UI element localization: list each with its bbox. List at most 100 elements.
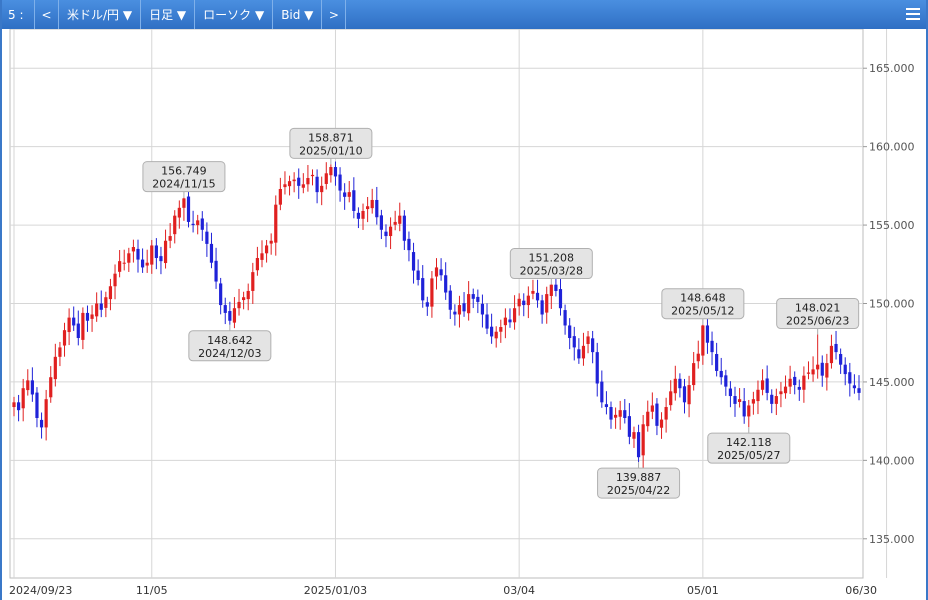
candle [122, 249, 126, 271]
candle-body [278, 188, 282, 205]
candle [843, 357, 847, 386]
candle [324, 162, 328, 190]
candle [297, 168, 301, 199]
candle [379, 209, 383, 240]
candle [480, 294, 485, 328]
x-tick-label: 03/04 [503, 584, 535, 597]
candle [641, 415, 645, 469]
candle-body [347, 192, 351, 197]
candle-body [255, 258, 259, 271]
candle [407, 231, 411, 262]
candle-body [664, 407, 668, 420]
annotation-box [289, 127, 373, 159]
candle [177, 200, 181, 229]
hamburger-menu-icon[interactable] [904, 5, 922, 23]
annotation-date: 2024/12/03 [198, 347, 261, 360]
candle [384, 224, 388, 248]
candle-body [228, 311, 232, 321]
candle-body [324, 173, 328, 184]
candle [783, 375, 788, 399]
candle [425, 296, 429, 316]
candle-body [678, 378, 682, 389]
candle-body [857, 388, 861, 393]
price-type-select[interactable]: Bid ▼ [273, 0, 323, 29]
candle-body [848, 372, 852, 384]
currency-pair-select[interactable]: 米ドル/円 ▼ [59, 0, 142, 29]
candle [545, 286, 549, 324]
candle [650, 392, 654, 420]
candle [53, 343, 57, 387]
candle-body [655, 403, 659, 426]
candle-body [490, 326, 494, 337]
candle-body [503, 317, 507, 326]
candle-body [843, 364, 847, 375]
prev-button[interactable]: < [35, 0, 59, 29]
candle-body [825, 363, 829, 378]
candle [182, 197, 186, 221]
candle [600, 370, 604, 408]
candle [232, 297, 237, 329]
candle-body [118, 261, 122, 272]
candle [154, 238, 158, 270]
candle [728, 381, 733, 408]
candle [370, 188, 374, 214]
candle-body [444, 275, 448, 293]
candle [21, 378, 25, 422]
candle-body [159, 256, 163, 262]
candle [292, 172, 296, 193]
candle [159, 246, 163, 275]
annotation-box [707, 432, 791, 464]
candle [343, 183, 347, 210]
candle-body [508, 319, 512, 323]
candle [719, 357, 723, 385]
candle-body [802, 375, 806, 390]
candle [140, 248, 145, 273]
candle [356, 207, 361, 229]
candle [508, 308, 512, 328]
annotation-price: 156.749 [161, 165, 207, 178]
candle [793, 371, 797, 395]
candle [806, 361, 811, 380]
candle [366, 196, 370, 223]
candle-body [72, 317, 76, 326]
candle [163, 229, 168, 269]
candle [347, 180, 351, 203]
candle-body [728, 388, 733, 397]
candle [756, 380, 760, 415]
chart-style-select[interactable]: ローソク ▼ [195, 0, 274, 29]
candle [568, 318, 572, 350]
candle-body [223, 305, 227, 313]
candle-body [402, 215, 406, 241]
candle [517, 293, 521, 316]
candle [191, 210, 195, 233]
annotation-box [188, 330, 272, 362]
candle-body [375, 199, 379, 218]
candle [701, 324, 705, 365]
candle-body [205, 231, 209, 244]
candle-body [774, 396, 778, 404]
candle [200, 211, 204, 241]
candle [802, 366, 806, 403]
candle-body [692, 363, 696, 386]
candle-body [618, 410, 622, 417]
annotation-box [776, 298, 860, 330]
candle [632, 426, 636, 448]
annotation-price: 139.887 [616, 471, 662, 484]
candle-body [287, 181, 292, 187]
candle-body [44, 399, 48, 428]
candle [494, 326, 498, 348]
candle [682, 378, 687, 414]
candle-body [16, 402, 21, 411]
next-button[interactable]: > [322, 0, 347, 29]
candle-body [701, 325, 705, 356]
candle-body [646, 411, 650, 427]
candle-body [393, 221, 397, 225]
annotation-box [509, 248, 593, 280]
annotation-price: 148.648 [680, 292, 726, 305]
candle [430, 271, 434, 318]
candle [535, 279, 540, 308]
candle [81, 307, 85, 350]
period-select[interactable]: 日足 ▼ [141, 0, 196, 29]
candle-body [35, 392, 39, 419]
candle-body [453, 311, 457, 315]
